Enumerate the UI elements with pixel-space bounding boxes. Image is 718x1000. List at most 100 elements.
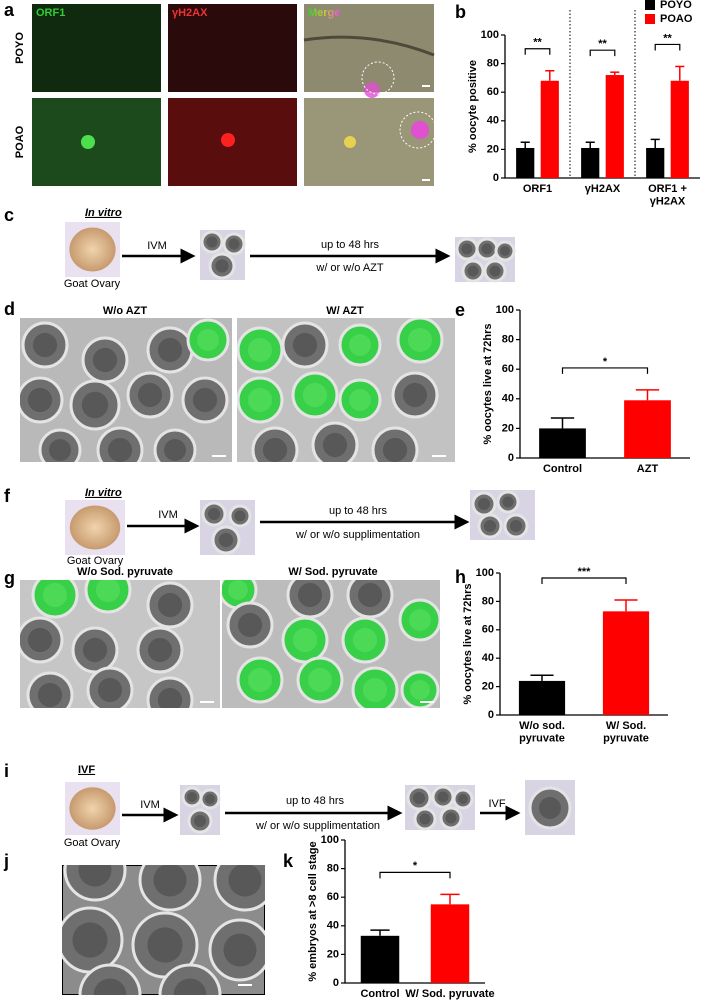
legend-label: POAO	[660, 13, 693, 25]
legend-swatch	[645, 0, 655, 10]
oocyte-core	[262, 437, 288, 462]
row-label: POYO	[14, 32, 26, 64]
schematic-title: In vitro	[85, 207, 122, 219]
y-tick-label: 60	[487, 86, 499, 98]
significance-bracket	[524, 48, 551, 55]
micrograph	[455, 237, 516, 283]
x-tick-label: ORF1	[523, 183, 552, 195]
micrograph	[237, 318, 455, 462]
x-tick-label: ORF1 + γH2AX	[648, 183, 687, 208]
oocyte-core	[481, 243, 493, 255]
oocyte-core	[228, 580, 248, 600]
bar	[516, 147, 535, 178]
oocyte-core	[237, 612, 263, 638]
oocyte-core	[322, 432, 348, 458]
images	[20, 222, 575, 995]
legend-swatch	[645, 14, 655, 24]
significance-label: **	[663, 32, 672, 44]
oocyte-core	[483, 519, 497, 533]
oocyte-core	[349, 334, 371, 356]
significance-label: **	[533, 37, 542, 49]
image-title: W/o Sod. pyruvate	[77, 566, 173, 578]
oocyte-core	[407, 327, 433, 353]
oocyte-core	[157, 592, 183, 618]
oocyte-core	[539, 797, 561, 819]
oocyte-core	[445, 812, 457, 824]
y-tick-label: 20	[502, 422, 514, 434]
column-label: γH2AX	[172, 7, 208, 19]
y-tick-label: 40	[482, 652, 494, 664]
y-tick-label: 80	[327, 863, 339, 875]
oocyte-core	[137, 382, 163, 408]
duration-label: up to 48 hrs	[286, 795, 345, 807]
bar	[539, 428, 586, 458]
bar	[646, 147, 665, 178]
micrograph	[470, 490, 535, 540]
micrograph	[32, 4, 161, 92]
micrograph	[405, 785, 475, 831]
y-axis-label: % oocytes live at 72hrs	[462, 583, 474, 704]
oocyte-core	[461, 243, 473, 255]
column-label: ORF1	[36, 7, 65, 19]
oocyte-core	[410, 680, 430, 700]
oocyte-core	[292, 332, 318, 358]
oocyte-core	[247, 337, 273, 363]
oocyte-core	[193, 814, 207, 828]
bar-chart: 0 20 40 60 80 100% embryos at >8 cell stage Co…	[307, 834, 495, 1000]
y-axis-label: % oocytes live at 72hrs	[482, 323, 494, 444]
bar	[605, 75, 624, 178]
oocyte-core	[157, 687, 183, 708]
x-tick-label: W/ Sod. pyruvate	[603, 720, 649, 745]
oocyte-core	[218, 532, 234, 548]
panel-label: a	[4, 0, 15, 20]
source-label: Goat Ovary	[67, 555, 124, 567]
x-tick-label: Control	[360, 988, 399, 1000]
oocyte-core	[107, 437, 133, 462]
oocyte-core	[192, 387, 218, 413]
significance-bracket	[654, 43, 681, 51]
micrograph	[20, 580, 220, 708]
oocyte-core	[173, 978, 207, 995]
micrograph	[180, 785, 221, 835]
oocyte-core	[228, 865, 262, 897]
oocyte-core	[42, 582, 68, 608]
oocyte-core	[307, 667, 333, 693]
y-tick-label: 100	[481, 29, 499, 41]
oocyte-core	[153, 865, 187, 897]
oocyte-core	[72, 922, 108, 958]
oocyte-core	[207, 507, 221, 521]
y-tick-label: 60	[327, 891, 339, 903]
significance-bracket	[561, 367, 649, 374]
oocyte-core	[205, 794, 215, 804]
micrograph	[62, 865, 265, 995]
micrograph	[525, 780, 575, 835]
micrograph	[222, 580, 440, 708]
bar-chart: 0 20 40 60 80 100% oocytes live at 72hrs Contr…	[482, 304, 690, 475]
bar-chart: 0 20 40 60 80 100 % oocyte positive ORF1 γH2AX OR…	[467, 0, 700, 208]
oocyte-core	[27, 387, 53, 413]
ovary	[69, 787, 116, 830]
micrograph	[32, 98, 161, 186]
oocyte-core	[409, 609, 431, 631]
oocyte-core	[93, 978, 127, 995]
y-tick-label: 20	[487, 143, 499, 155]
oocyte-core	[292, 627, 318, 653]
source-label: Goat Ovary	[64, 278, 121, 290]
step-label: IVM	[147, 240, 167, 252]
bar	[540, 80, 559, 178]
row-label: POAO	[14, 125, 26, 158]
y-tick-label: 100	[476, 567, 494, 579]
significance-label: ***	[578, 566, 592, 578]
bar	[581, 147, 600, 178]
oocyte-core	[412, 791, 426, 805]
schematic-title: IVF	[78, 764, 95, 776]
oocyte-core	[215, 259, 229, 273]
oocyte-core	[489, 265, 501, 277]
bar-chart: 0 20 40 60 80 100% oocytes live at 72hrs W/o s…	[462, 566, 668, 745]
condition-label: w/ or w/o supplimentation	[255, 820, 380, 832]
oocyte-core	[419, 813, 431, 825]
y-tick-label: 60	[502, 363, 514, 375]
oocyte-core	[349, 389, 371, 411]
panel-label: i	[4, 761, 9, 781]
